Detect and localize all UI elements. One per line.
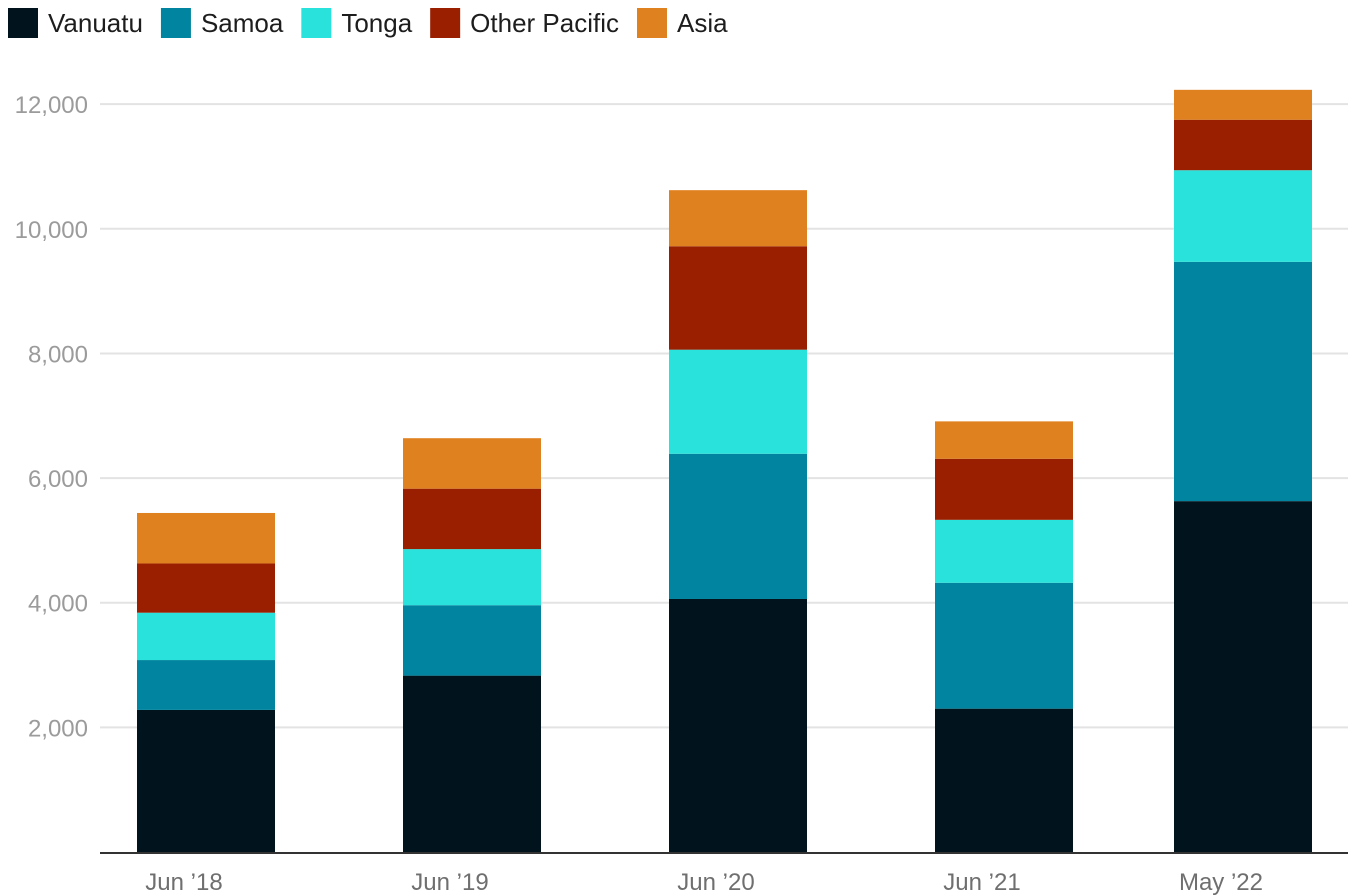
y-tick-label: 10,000 (15, 217, 88, 244)
bar-segment-tonga (1174, 170, 1312, 262)
bar-segment-other-pacific (669, 246, 807, 350)
legend-label: Other Pacific (470, 8, 619, 38)
bar-segment-asia (935, 421, 1073, 459)
legend-label: Tonga (341, 8, 412, 38)
y-axis-tick-labels: 2,000 4,000 6,000 8,000 10,000 12,000 (15, 92, 88, 742)
legend-swatch (430, 8, 461, 38)
bar-segment-vanuatu (935, 708, 1073, 852)
bar-segment-tonga (403, 549, 541, 606)
x-axis-tick-labels: Jun ’18 Jun ’19 Jun ’20 Jun ’21 May ’22 (145, 869, 1263, 896)
bars (137, 89, 1312, 852)
y-tick-label: 6,000 (28, 466, 88, 493)
bar-segment-asia (669, 190, 807, 247)
y-tick-label: 4,000 (28, 591, 88, 618)
bar-stack-jun-21 (935, 421, 1073, 852)
x-tick-label: Jun ’20 (677, 869, 754, 896)
y-tick-label: 12,000 (15, 92, 88, 119)
x-tick-label: May ’22 (1179, 869, 1263, 896)
legend: Vanuatu Samoa Tonga Other Pacific Asia (8, 8, 728, 38)
legend-swatch (160, 8, 191, 38)
bar-segment-asia (137, 512, 275, 564)
bar-segment-samoa (1174, 261, 1312, 502)
bar-segment-tonga (137, 612, 275, 661)
bar-stack-jun-19 (403, 438, 541, 852)
legend-item-other-pacific: Other Pacific (430, 8, 619, 38)
x-tick-label: Jun ’21 (943, 869, 1020, 896)
legend-label: Vanuatu (48, 8, 143, 38)
legend-item-vanuatu: Vanuatu (8, 8, 143, 38)
bar-segment-asia (403, 438, 541, 489)
legend-item-tonga: Tonga (301, 8, 413, 38)
bar-segment-samoa (137, 660, 275, 710)
bar-segment-samoa (669, 453, 807, 599)
y-tick-label: 2,000 (28, 715, 88, 742)
bar-segment-samoa (403, 605, 541, 676)
bar-segment-tonga (935, 519, 1073, 583)
legend-label: Samoa (201, 8, 284, 38)
bar-stack-jun-18 (137, 512, 275, 852)
bar-segment-tonga (669, 349, 807, 454)
bar-segment-other-pacific (1174, 119, 1312, 171)
bar-segment-other-pacific (935, 458, 1073, 520)
bar-segment-other-pacific (137, 563, 275, 613)
bar-segment-vanuatu (669, 598, 807, 852)
legend-item-samoa: Samoa (160, 8, 284, 38)
legend-item-asia: Asia (637, 8, 728, 38)
bar-segment-vanuatu (403, 675, 541, 852)
legend-label: Asia (677, 8, 728, 38)
bar-stack-jun-20 (669, 190, 807, 852)
legend-swatch (8, 8, 38, 38)
bar-segment-other-pacific (403, 488, 541, 550)
x-tick-label: Jun ’19 (411, 869, 488, 896)
bar-segment-vanuatu (137, 709, 275, 852)
bar-segment-samoa (935, 582, 1073, 709)
bar-segment-asia (1174, 89, 1312, 120)
legend-swatch (301, 8, 332, 38)
bar-segment-vanuatu (1174, 501, 1312, 852)
y-tick-label: 8,000 (28, 341, 88, 368)
x-tick-label: Jun ’18 (145, 869, 222, 896)
legend-swatch (637, 8, 667, 38)
bar-stack-may-22 (1174, 89, 1312, 852)
